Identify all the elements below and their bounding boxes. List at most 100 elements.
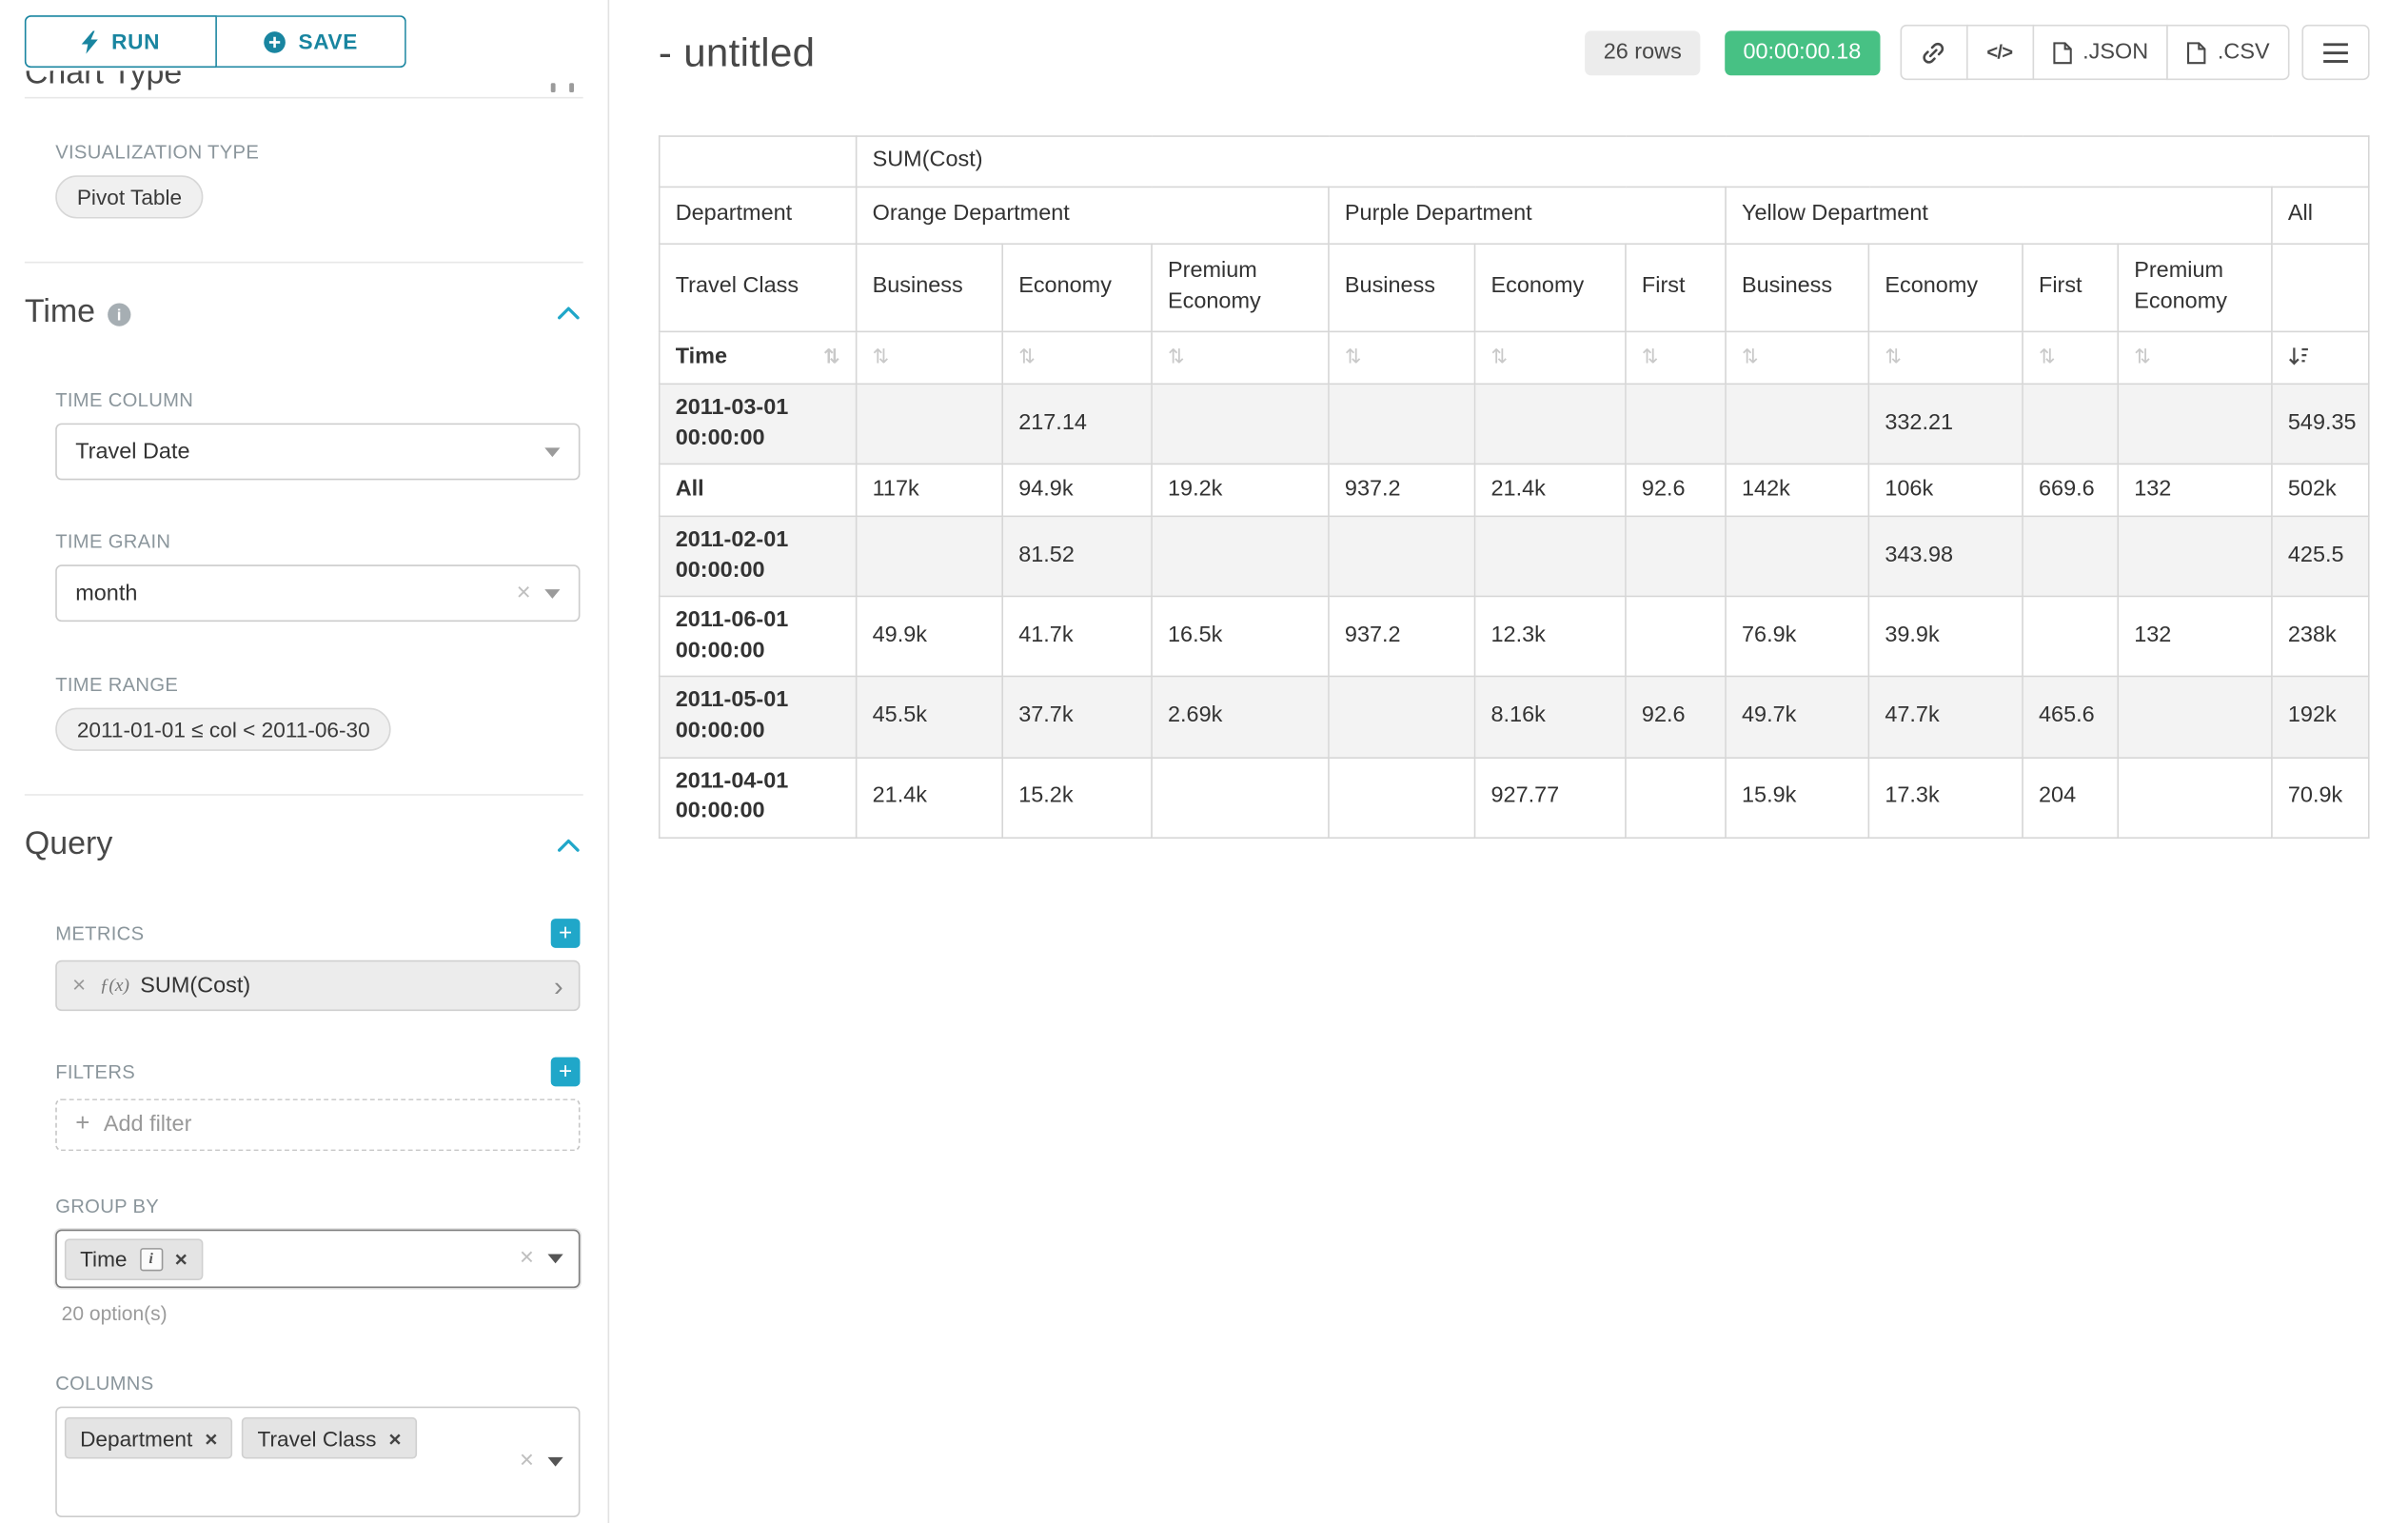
collapse-chevron-icon[interactable] [557,306,582,320]
columns-chip-department[interactable]: Department × [65,1417,233,1459]
data-cell [1329,677,1475,757]
data-cell: 117k [857,465,1003,517]
sort-icon[interactable]: ⇅ [1642,346,1659,368]
share-link-button[interactable] [1900,25,1967,80]
add-filter-plus-button[interactable]: + [551,1058,581,1087]
add-metric-button[interactable]: + [551,919,581,948]
sort-icon[interactable]: ⇅ [1885,346,1902,368]
data-cell [2118,384,2272,464]
sort-icon[interactable]: ⇅ [1345,346,1362,368]
group-by-select[interactable]: Time i × × [55,1230,580,1288]
sort-header-cell: ⇅ [1726,331,1868,384]
row-header-cell: 2011-06-01 00:00:00 [660,597,857,677]
time-grain-select[interactable]: month × [55,564,580,622]
data-cell: 17.3k [1868,757,2023,837]
code-icon: </> [1986,42,2012,64]
time-grain-value: month [75,581,516,605]
divider [25,262,583,264]
menu-button[interactable] [2302,25,2370,80]
time-index-header: Time ⇅ [660,331,857,384]
run-label: RUN [111,30,160,54]
sort-header-cell [2272,331,2369,384]
time-range-value[interactable]: 2011-01-01 ≤ col < 2011-06-30 [55,708,391,751]
visualization-type-value[interactable]: Pivot Table [55,175,204,218]
table-row: 2011-02-01 00:00:0081.52343.98425.5 [660,517,2369,597]
sort-icon[interactable]: ⇅ [1742,346,1759,368]
time-column-label: TIME COLUMN [55,389,580,411]
data-cell: 937.2 [1329,465,1475,517]
save-label: SAVE [298,30,358,54]
info-icon[interactable]: i [108,303,130,326]
chart-header-actions: 26 rows 00:00:00.18 </> .JSON . [1585,25,2369,80]
sort-icon[interactable]: ⇅ [2039,346,2056,368]
data-cell: 8.16k [1475,677,1626,757]
data-cell: 45.5k [857,677,1003,757]
sort-icon[interactable]: ⇅ [1168,346,1185,368]
data-cell: 16.5k [1152,597,1329,677]
clear-icon[interactable]: × [520,1246,534,1271]
group-by-chip-time[interactable]: Time i × [65,1238,203,1280]
export-csv-button[interactable]: .CSV [2167,25,2290,80]
chip-label: Department [80,1426,192,1451]
sort-header-cell: ⇅ [1626,331,1726,384]
data-cell: 192k [2272,677,2369,757]
data-cell [1152,517,1329,597]
data-cell [1726,517,1868,597]
metric-chip[interactable]: × ƒ(x) SUM(Cost) › [55,960,580,1011]
pivot-table: SUM(Cost)DepartmentOrange DepartmentPurp… [659,135,2370,838]
time-column-select[interactable]: Travel Date [55,424,580,481]
remove-chip-icon[interactable]: × [205,1427,217,1449]
remove-chip-icon[interactable]: × [175,1248,188,1270]
data-cell: 94.9k [1002,465,1152,517]
chart-title: - untitled [659,29,815,76]
columns-select[interactable]: Department × Travel Class × × [55,1407,580,1517]
data-cell: 49.9k [857,597,1003,677]
sort-icon[interactable]: ⇅ [1018,346,1036,368]
view-query-button[interactable]: </> [1965,25,2033,80]
sort-icon[interactable]: ⇅ [873,346,890,368]
chevron-up-icon-clipped[interactable] [551,70,574,96]
remove-chip-icon[interactable]: × [388,1427,401,1449]
chip-label: Time [80,1246,127,1271]
sort-header-cell: ⇅ [2118,331,2272,384]
chart-type-section-header: Chart Type [25,70,583,96]
sort-header-cell: ⇅ [1868,331,2023,384]
data-cell: 39.9k [1868,597,2023,677]
sort-icon[interactable]: ⇅ [2134,346,2151,368]
columns-chip-travel-class[interactable]: Travel Class × [242,1417,416,1459]
sort-icon[interactable]: ⇅ [823,347,840,367]
row-header-cell: 2011-04-01 00:00:00 [660,757,857,837]
data-cell: 70.9k [2272,757,2369,837]
file-icon [2052,41,2072,64]
chevron-right-icon[interactable]: › [554,972,563,999]
group-by-options-hint: 20 option(s) [62,1302,581,1325]
clear-icon[interactable]: × [517,581,531,605]
query-section-header: Query [25,826,583,863]
save-button[interactable]: SAVE [216,15,406,68]
table-row: 2011-03-01 00:00:00217.14332.21549.35 [660,384,2369,464]
info-icon[interactable]: i [139,1247,162,1270]
collapse-chevron-icon[interactable] [557,838,582,852]
time-index-label: Time [676,343,727,373]
chart-area: - untitled 26 rows 00:00:00.18 </> .JSON [609,0,2408,1523]
export-json-button[interactable]: .JSON [2032,25,2168,80]
run-button[interactable]: RUN [25,15,216,68]
travel-class-column-header: Business [1726,244,1868,331]
data-cell: 669.6 [2023,465,2118,517]
sort-icon[interactable]: ⇅ [1490,346,1508,368]
clear-icon[interactable]: × [520,1450,534,1474]
data-cell: 47.7k [1868,677,2023,757]
caret-down-icon [548,1457,563,1467]
data-cell [2023,384,2118,464]
sort-desc-active-icon[interactable] [2288,346,2310,366]
time-section-title: Time [25,294,95,331]
data-cell [1626,597,1726,677]
data-cell [857,384,1003,464]
travel-class-column-header: Business [857,244,1003,331]
data-cell [2118,517,2272,597]
remove-metric-icon[interactable]: × [72,974,86,997]
add-filter-button[interactable]: + Add filter [55,1098,580,1151]
metrics-label: METRICS [55,922,144,944]
data-cell: 21.4k [1475,465,1626,517]
row-count-badge: 26 rows [1585,30,1700,75]
